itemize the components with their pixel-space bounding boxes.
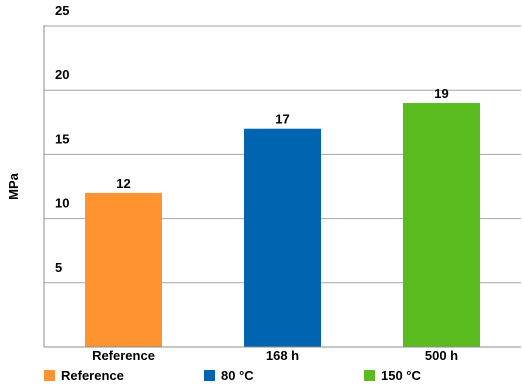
data-labels: 12 17 19: [116, 86, 448, 191]
bar-chart: 5 10 15 20 25 12 17 19 Reference 168 h 500 h MPa: [6, 3, 521, 363]
legend-item-80c: 80 °C: [204, 368, 254, 383]
legend-swatch: [204, 370, 215, 381]
legend-swatch: [44, 370, 55, 381]
bars: [85, 103, 480, 347]
x-tick-label: 168 h: [266, 348, 299, 363]
x-tick-labels: Reference 168 h 500 h: [92, 348, 458, 363]
y-tick-label: 25: [55, 3, 69, 18]
legend-swatch: [364, 370, 375, 381]
bar: [244, 128, 321, 347]
y-tick-label: 15: [55, 131, 69, 146]
legend-label: Reference: [61, 368, 124, 383]
data-label: 19: [434, 86, 448, 101]
x-tick-label: 500 h: [425, 348, 458, 363]
y-tick-label: 5: [55, 260, 62, 275]
y-tick-label: 20: [55, 67, 69, 82]
legend: Reference 80 °C 150 °C: [0, 366, 523, 385]
data-label: 12: [116, 176, 130, 191]
legend-item-150c: 150 °C: [364, 368, 421, 383]
legend-label: 80 °C: [221, 368, 254, 383]
bar: [85, 192, 162, 347]
legend-item-reference: Reference: [44, 368, 124, 383]
y-tick-label: 10: [55, 196, 69, 211]
y-tick-labels: 5 10 15 20 25: [55, 3, 69, 275]
x-tick-label: Reference: [92, 348, 155, 363]
y-axis-label: MPa: [6, 172, 21, 200]
bar: [403, 103, 480, 347]
legend-label: 150 °C: [381, 368, 421, 383]
data-label: 17: [275, 112, 289, 127]
